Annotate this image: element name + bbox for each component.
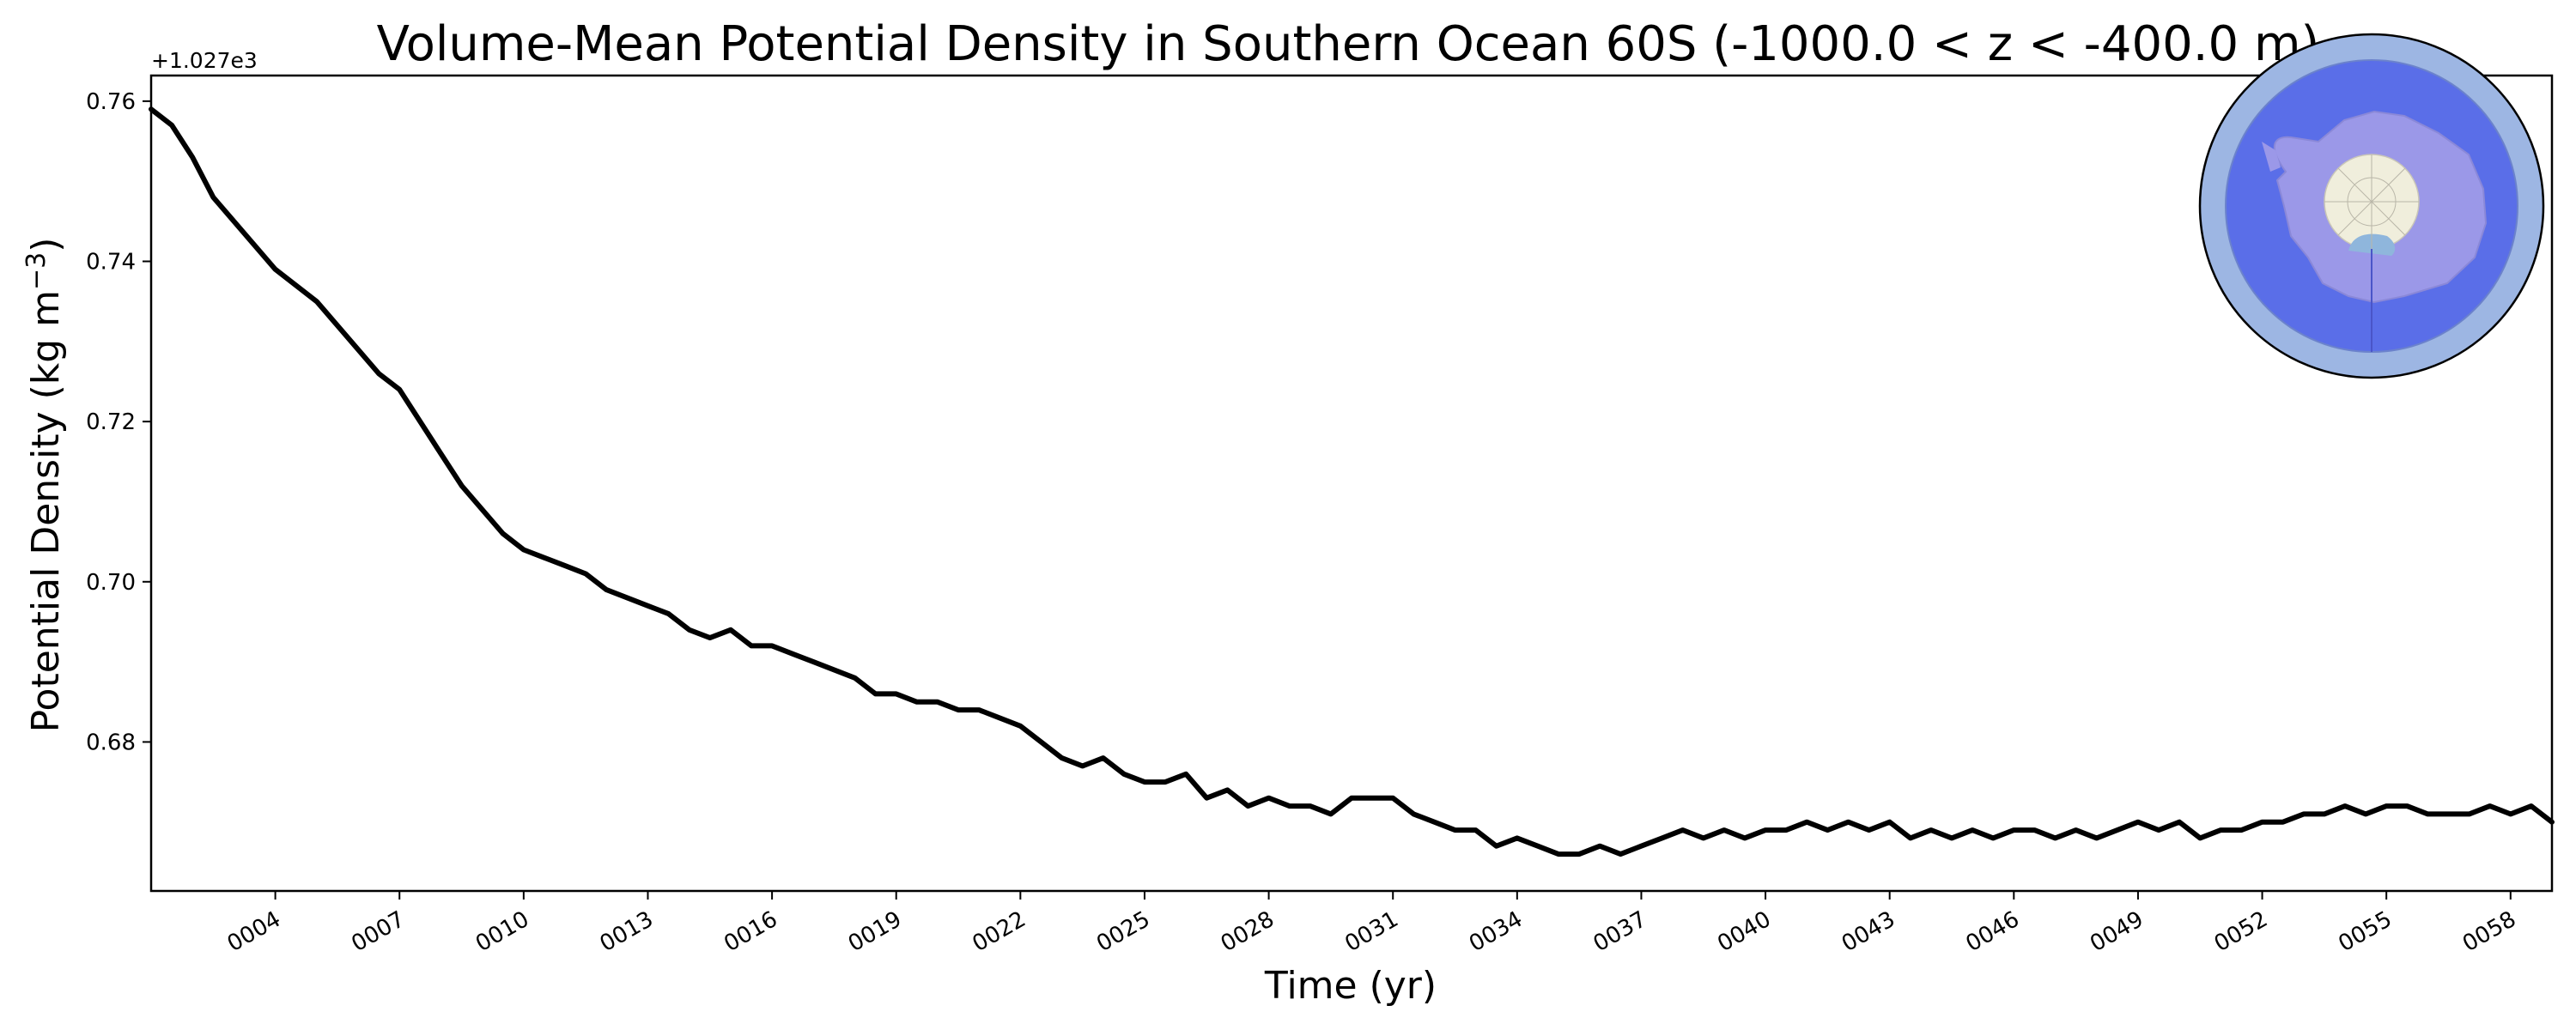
y-tick-label: 0.74 — [86, 250, 136, 276]
y-axis-label-exponent: −3 — [21, 252, 52, 290]
inset-antarctic-peninsula — [2262, 142, 2281, 172]
inset-graticule — [2324, 154, 2419, 249]
y-tick-label: 0.76 — [86, 89, 136, 115]
y-tick-label: 0.72 — [86, 409, 136, 435]
x-tick-label: 0040 — [1713, 906, 1775, 957]
y-axis-label-main: Potential Density (kg m — [24, 290, 68, 732]
y-axis-label: Potential Density (kg m−3) — [21, 238, 68, 733]
southern-ocean-map-inset — [2198, 33, 2545, 379]
plot-series — [149, 106, 2555, 857]
x-tick-label: 0046 — [1962, 906, 2024, 957]
chart-title: Volume-Mean Potential Density in Souther… — [377, 16, 2320, 72]
x-tick-label: 0028 — [1217, 906, 1279, 957]
x-tick-label: 0052 — [2210, 906, 2272, 957]
series-line — [149, 106, 2555, 857]
x-tick-label: 0004 — [223, 906, 285, 957]
x-tick-label: 0055 — [2334, 906, 2396, 957]
y-tick-label: 0.68 — [86, 730, 136, 755]
x-tick-label: 0031 — [1340, 906, 1402, 957]
y-tick-label: 0.70 — [86, 570, 136, 596]
x-tick-label: 0025 — [1092, 906, 1154, 957]
x-tick-label: 0034 — [1465, 906, 1527, 957]
y-axis-label-close: ) — [24, 238, 68, 252]
x-tick-label: 0037 — [1589, 906, 1651, 957]
x-tick-label: 0043 — [1838, 906, 1899, 957]
plot-frame — [149, 74, 2554, 893]
x-tick-label: 0016 — [720, 906, 781, 957]
x-tick-label: 0019 — [844, 906, 906, 957]
y-axis-offset-label: +1.027e3 — [151, 48, 258, 73]
x-tick-label: 0010 — [471, 906, 533, 957]
x-tick-label: 0013 — [596, 906, 658, 957]
x-tick-label: 0007 — [347, 906, 409, 957]
x-axis-label: Time (yr) — [1264, 964, 1437, 1008]
x-tick-label: 0049 — [2086, 906, 2148, 957]
x-tick-label: 0022 — [969, 906, 1030, 957]
x-tick-label: 0058 — [2458, 906, 2520, 957]
